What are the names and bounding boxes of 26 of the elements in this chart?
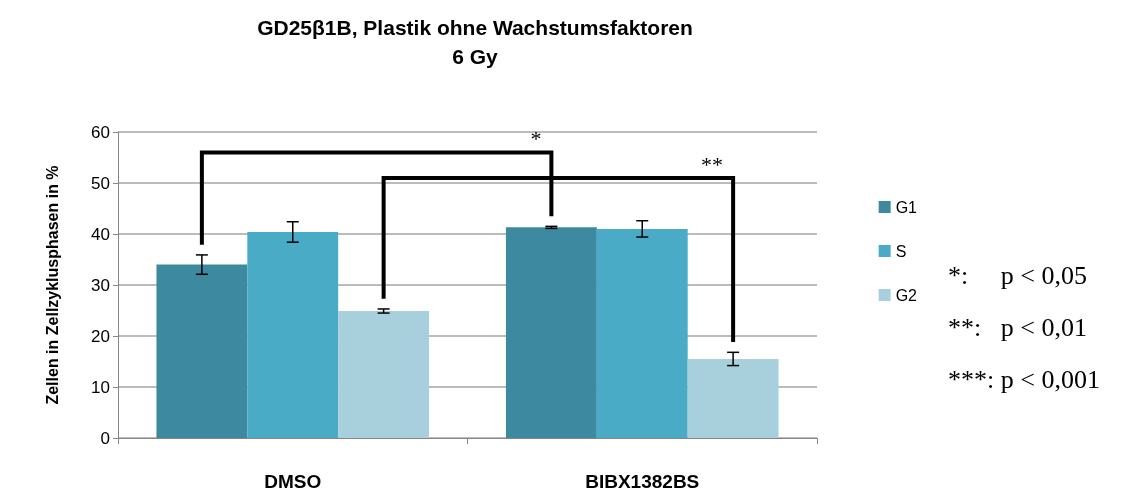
y-tick-label: 0 xyxy=(100,428,110,448)
y-tick-label: 60 xyxy=(91,122,110,142)
x-tick-label: DMSO xyxy=(264,471,322,492)
bar xyxy=(687,358,779,438)
y-tick-label: 30 xyxy=(91,275,110,295)
x-tick-label: BIBX1382BS xyxy=(585,471,700,492)
text: *: p < 0,05 xyxy=(948,260,1087,290)
chart-subtitle: 6 Gy xyxy=(452,45,499,68)
bar xyxy=(338,311,430,438)
y-axis-title: Zellen in Zellzyklusphasen in % xyxy=(43,165,61,405)
y-tick-label: 10 xyxy=(91,377,110,397)
bar xyxy=(596,228,688,438)
legend-label: G1 xyxy=(895,198,918,216)
annotation: ** xyxy=(701,151,724,177)
chart-title: GD25β1B, Plastik ohne Wachstumsfaktoren xyxy=(257,16,693,39)
bar xyxy=(505,227,597,438)
text: ***: p < 0,001 xyxy=(948,364,1100,394)
y-tick-label: 50 xyxy=(91,173,110,193)
bar xyxy=(156,264,248,438)
bar xyxy=(247,231,339,438)
text: **: p < 0,01 xyxy=(948,312,1087,342)
y-tick-label: 20 xyxy=(91,326,110,346)
legend-label: S xyxy=(895,242,907,260)
annotation: * xyxy=(530,126,542,152)
legend-label: G2 xyxy=(895,286,918,304)
y-tick-label: 40 xyxy=(91,224,110,244)
